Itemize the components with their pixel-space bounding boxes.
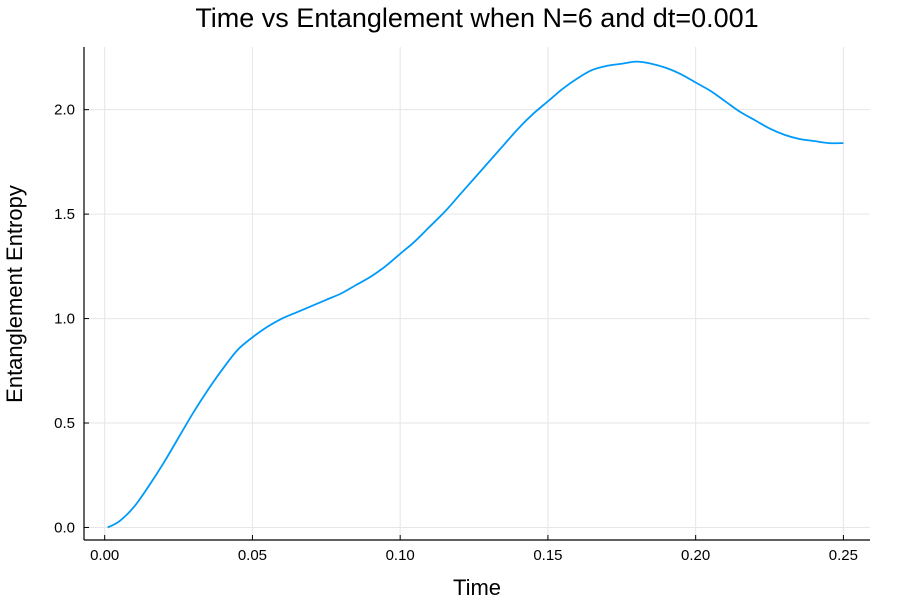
y-tick-label: 0.0 — [54, 519, 75, 536]
x-tick-label: 0.15 — [533, 547, 562, 564]
axes — [83, 47, 870, 541]
ticks: 0.00 0.05 0.10 0.15 0.20 0.25 0.0 0.5 1.0 1.5 2.0 — [54, 102, 858, 564]
x-tick-label: 0.25 — [829, 547, 858, 564]
y-axis-label: Entanglement Entropy — [2, 185, 27, 403]
x-axis-label: Time — [453, 575, 501, 600]
chart-title: Time vs Entanglement when N=6 and dt=0.0… — [195, 3, 758, 33]
x-tick-label: 0.10 — [386, 547, 415, 564]
y-tick-label: 1.5 — [54, 206, 75, 223]
y-tick-label: 0.5 — [54, 415, 75, 432]
x-tick-label: 0.00 — [90, 547, 119, 564]
series-layer — [107, 60, 844, 529]
y-tick-label: 2.0 — [54, 102, 75, 119]
series-line — [107, 60, 844, 529]
x-tick-label: 0.05 — [238, 547, 267, 564]
y-tick-label: 1.0 — [54, 311, 75, 328]
x-tick-label: 0.20 — [681, 547, 710, 564]
grid-lines — [84, 47, 870, 540]
